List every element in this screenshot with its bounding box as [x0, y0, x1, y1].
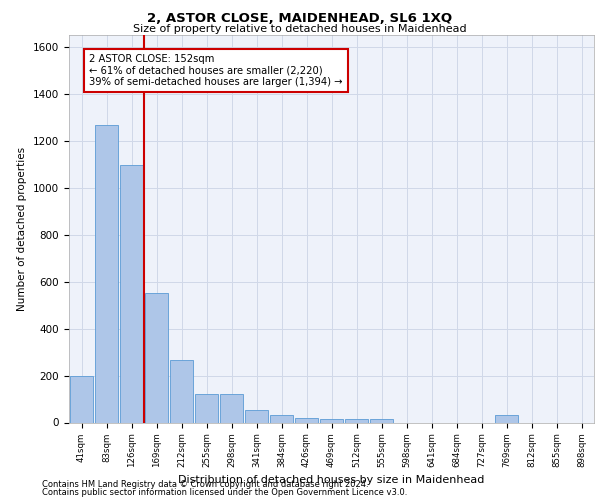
Y-axis label: Number of detached properties: Number of detached properties	[17, 146, 28, 311]
Bar	[295, 418, 318, 422]
Bar	[270, 416, 293, 422]
Bar	[95, 126, 118, 422]
Text: Contains HM Land Registry data © Crown copyright and database right 2024.: Contains HM Land Registry data © Crown c…	[42, 480, 368, 489]
Bar	[120, 166, 143, 422]
Text: Size of property relative to detached houses in Maidenhead: Size of property relative to detached ho…	[133, 24, 467, 34]
Bar	[370, 420, 393, 422]
Text: 2, ASTOR CLOSE, MAIDENHEAD, SL6 1XQ: 2, ASTOR CLOSE, MAIDENHEAD, SL6 1XQ	[148, 12, 452, 26]
Bar	[170, 360, 193, 422]
Bar	[145, 294, 168, 422]
Bar	[320, 420, 343, 422]
Bar	[70, 376, 93, 422]
Bar	[345, 420, 368, 422]
X-axis label: Distribution of detached houses by size in Maidenhead: Distribution of detached houses by size …	[178, 476, 485, 486]
Bar	[195, 394, 218, 422]
Bar	[245, 410, 268, 422]
Text: 2 ASTOR CLOSE: 152sqm
← 61% of detached houses are smaller (2,220)
39% of semi-d: 2 ASTOR CLOSE: 152sqm ← 61% of detached …	[89, 54, 343, 87]
Bar	[495, 416, 518, 422]
Bar	[220, 394, 243, 422]
Text: Contains public sector information licensed under the Open Government Licence v3: Contains public sector information licen…	[42, 488, 407, 497]
